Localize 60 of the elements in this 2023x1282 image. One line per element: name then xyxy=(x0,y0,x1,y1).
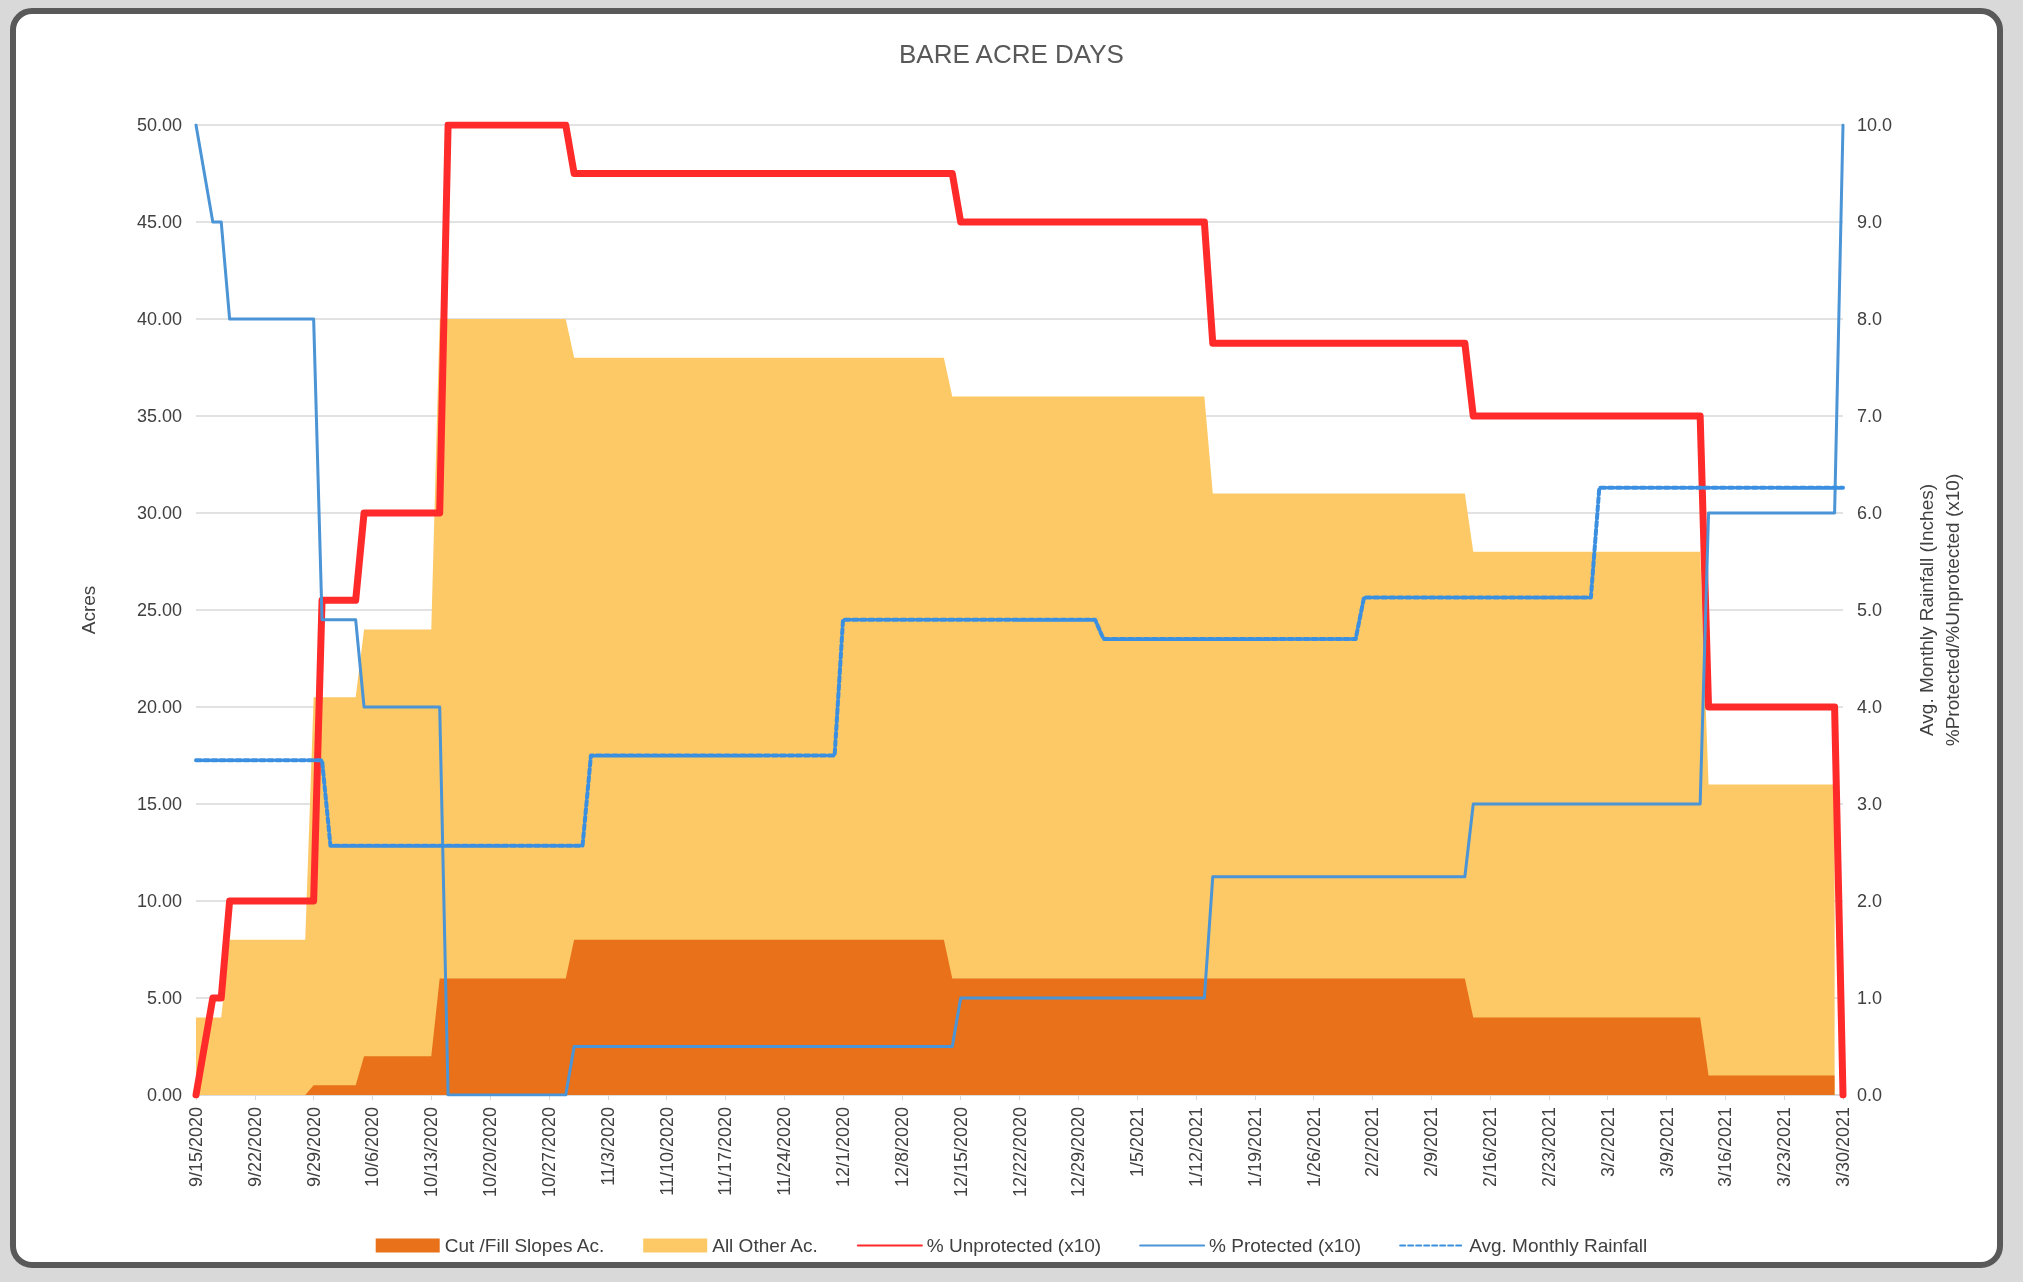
x-tick-label: 9/22/2020 xyxy=(244,1107,265,1188)
x-tick-label: 2/9/2021 xyxy=(1421,1107,1442,1178)
x-tick-label: 1/26/2021 xyxy=(1303,1107,1324,1188)
y-axis-title: Acres xyxy=(77,585,99,635)
legend-label: % Unprotected (x10) xyxy=(926,1235,1102,1256)
y2-tick-label: 0.0 xyxy=(1857,1085,1883,1105)
y2-tick-label: 4.0 xyxy=(1857,697,1883,717)
y-tick-label: 45.00 xyxy=(136,212,182,232)
legend-label: Cut /Fill Slopes Ac. xyxy=(444,1235,605,1256)
y2-tick-label: 9.0 xyxy=(1857,212,1883,232)
x-tick-label: 11/10/2020 xyxy=(656,1107,677,1196)
y2-tick-label: 2.0 xyxy=(1857,891,1883,911)
legend-label: % Protected (x10) xyxy=(1209,1235,1362,1256)
y2-tick-label: 10.0 xyxy=(1857,115,1893,135)
x-tick-label: 2/23/2021 xyxy=(1538,1107,1559,1188)
y-tick-label: 15.00 xyxy=(136,794,182,814)
x-tick-label: 3/30/2021 xyxy=(1833,1107,1853,1188)
y-tick-label: 20.00 xyxy=(136,697,182,717)
y2-tick-label: 7.0 xyxy=(1857,406,1883,426)
y-tick-label: 5.00 xyxy=(146,988,182,1008)
x-tick-label: 10/20/2020 xyxy=(480,1107,501,1198)
y-tick-label: 10.00 xyxy=(136,891,182,911)
y-tick-label: 40.00 xyxy=(136,309,182,329)
x-tick-label: 10/6/2020 xyxy=(362,1107,383,1188)
x-tick-label: 12/15/2020 xyxy=(950,1107,971,1198)
x-tick-label: 12/29/2020 xyxy=(1068,1107,1089,1198)
y2-tick-label: 5.0 xyxy=(1857,600,1883,620)
x-tick-label: 3/16/2021 xyxy=(1715,1107,1736,1188)
y2-tick-label: 6.0 xyxy=(1857,503,1883,523)
x-tick-label: 3/2/2021 xyxy=(1597,1107,1618,1178)
y2-tick-label: 8.0 xyxy=(1857,309,1883,329)
line-series xyxy=(194,485,1845,848)
x-tick-label: 9/29/2020 xyxy=(303,1107,324,1188)
legend-label: Avg. Monthly Rainfall xyxy=(1469,1235,1648,1256)
x-tick-label: 10/27/2020 xyxy=(538,1107,559,1198)
legend-label: All Other Ac. xyxy=(712,1235,818,1256)
x-tick-label: 1/5/2021 xyxy=(1127,1107,1148,1178)
y2-axis-title: Avg. Monthly Rainfall (Inches) %Protected/%Unprotected (x10) xyxy=(1915,473,1963,747)
y2-tick-label: 3.0 xyxy=(1857,794,1883,814)
x-tick-label: 1/19/2021 xyxy=(1244,1107,1265,1188)
x-tick-label: 10/13/2020 xyxy=(421,1107,442,1198)
y-tick-label: 25.00 xyxy=(136,600,182,620)
x-tick-label: 11/3/2020 xyxy=(597,1107,618,1186)
chart-title: BARE ACRE DAYS xyxy=(899,39,1124,69)
y-tick-label: 0.00 xyxy=(146,1085,182,1105)
x-tick-label: 2/2/2021 xyxy=(1362,1107,1383,1178)
x-tick-label: 12/8/2020 xyxy=(891,1107,912,1188)
y2-tick-label: 1.0 xyxy=(1857,988,1883,1008)
x-tick-label: 9/15/2020 xyxy=(186,1107,206,1188)
y-tick-label: 35.00 xyxy=(136,406,182,426)
x-tick-label: 11/17/2020 xyxy=(715,1107,736,1196)
x-tick-label: 11/24/2020 xyxy=(774,1107,795,1196)
x-tick-label: 12/22/2020 xyxy=(1009,1107,1030,1198)
x-tick-label: 1/12/2021 xyxy=(1185,1107,1206,1188)
y-tick-label: 30.00 xyxy=(136,503,182,523)
x-tick-label: 3/9/2021 xyxy=(1656,1107,1677,1178)
x-tick-label: 3/23/2021 xyxy=(1774,1107,1795,1188)
x-tick-label: 2/16/2021 xyxy=(1480,1107,1501,1188)
y-tick-label: 50.00 xyxy=(136,115,182,135)
x-tick-label: 12/1/2020 xyxy=(833,1107,854,1188)
